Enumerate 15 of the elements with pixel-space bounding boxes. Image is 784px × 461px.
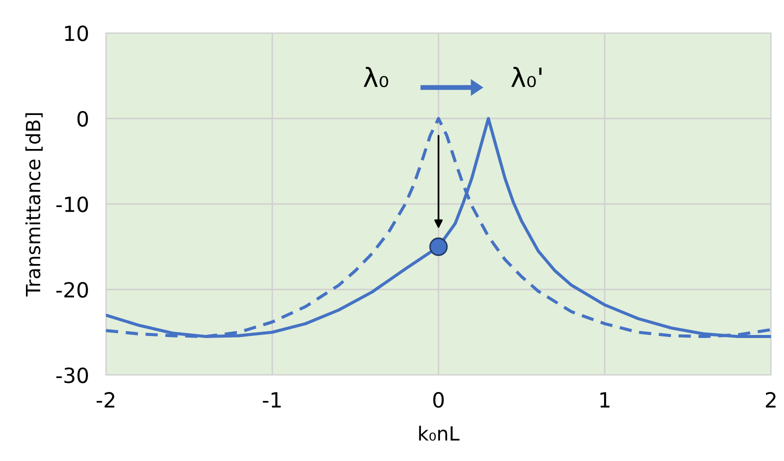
- x-tick-label: -1: [262, 392, 281, 408]
- y-tick-label: -30: [56, 367, 88, 384]
- y-tick-label: 0: [77, 110, 88, 127]
- y-tick-label: 10: [65, 25, 88, 42]
- x-tick-label: 1: [600, 392, 610, 408]
- line-series: [106, 116, 771, 338]
- x-tick-label: 2: [766, 392, 776, 408]
- y-axis-title: Transmittance [dB]: [25, 113, 43, 296]
- y-tick-label: -20: [56, 282, 88, 298]
- x-tick-label: -2: [96, 392, 114, 408]
- x-tick-label: 0: [433, 392, 444, 408]
- annotation: λ₀': [511, 66, 542, 88]
- annotation: λ₀: [364, 66, 388, 88]
- y-tick-label: -10: [56, 196, 88, 212]
- x-axis-title: k₀nL: [419, 426, 460, 441]
